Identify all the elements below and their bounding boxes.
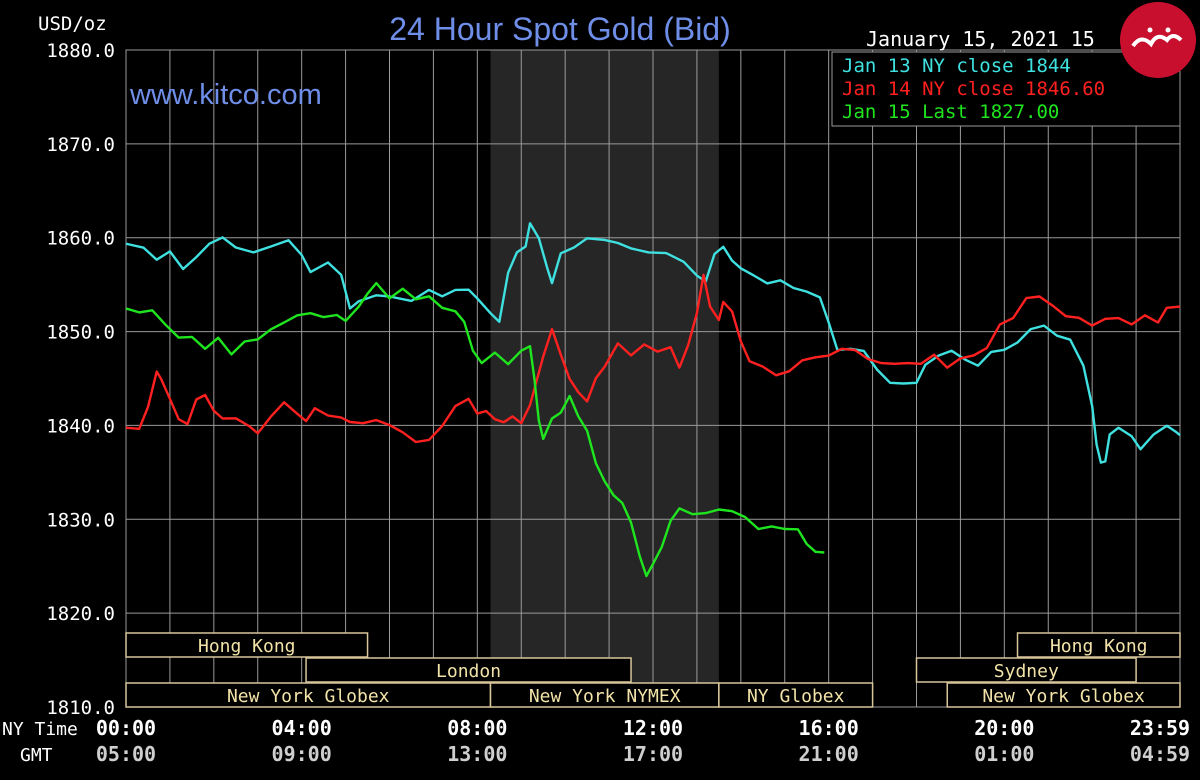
logo-dot bbox=[1165, 27, 1171, 33]
gmt-tick-label: 01:00 bbox=[974, 742, 1034, 766]
session-bar bbox=[489, 682, 720, 708]
session-bars-layer: Hong Kong London New York Globex New York N… bbox=[125, 632, 1181, 708]
session-label: Sydney bbox=[994, 661, 1059, 682]
nymex-shade-band bbox=[490, 50, 719, 707]
ny-time-tick-label: 23:59 bbox=[1130, 716, 1190, 740]
gmt-tick-label: 13:00 bbox=[447, 742, 507, 766]
session-bar bbox=[915, 657, 1137, 683]
legend-box bbox=[831, 51, 1181, 127]
session-label: Hong Kong bbox=[1050, 636, 1148, 657]
session-label: NY Globex bbox=[747, 686, 845, 707]
y-tick-label: 1810.0 bbox=[46, 697, 115, 719]
session-bar bbox=[125, 632, 369, 658]
gmt-tick-label: 05:00 bbox=[96, 742, 156, 766]
ny-time-tick-label: 00:00 bbox=[96, 716, 156, 740]
y-axis-unit-label: USD/oz bbox=[38, 13, 107, 35]
site-logo bbox=[1120, 2, 1196, 78]
series-line-jan13 bbox=[125, 222, 1181, 464]
watermark-url: www.kitco.com bbox=[129, 79, 322, 111]
gmt-axis-label: GMT bbox=[20, 745, 53, 766]
session-bar bbox=[946, 682, 1181, 708]
series-layer bbox=[125, 222, 1181, 578]
session-label: Hong Kong bbox=[198, 636, 296, 657]
session-bar bbox=[1016, 632, 1181, 658]
session-bar bbox=[305, 657, 632, 683]
session-bar bbox=[125, 682, 492, 708]
gmt-tick-label: 21:00 bbox=[799, 742, 859, 766]
ny-time-tick-label: 04:00 bbox=[272, 716, 332, 740]
legend-entry-jan15: Jan 15 Last 1827.00 bbox=[842, 101, 1059, 123]
legend-entry-jan13: Jan 13 NY close 1844 bbox=[842, 55, 1071, 77]
ny-time-axis-label: NY Time bbox=[2, 719, 78, 740]
session-label: New York Globex bbox=[982, 686, 1145, 707]
y-tick-label: 1850.0 bbox=[46, 322, 115, 344]
ny-time-tick-label: 12:00 bbox=[623, 716, 683, 740]
gmt-tick-label: 04:59 bbox=[1130, 742, 1190, 766]
y-tick-label: 1880.0 bbox=[46, 40, 115, 62]
axis-labels-layer: 1880.0 1870.0 1860.0 1850.0 1840.0 1830.0 1820… bbox=[2, 40, 1190, 766]
date-label: January 15, 2021 15 bbox=[866, 27, 1095, 51]
legend-entry-jan14: Jan 14 NY close 1846.60 bbox=[842, 78, 1105, 100]
chart-title: 24 Hour Spot Gold (Bid) bbox=[389, 11, 731, 47]
y-tick-label: 1870.0 bbox=[46, 134, 115, 156]
y-tick-label: 1830.0 bbox=[46, 509, 115, 531]
logo-dot bbox=[1147, 27, 1153, 33]
gmt-tick-label: 17:00 bbox=[623, 742, 683, 766]
trading-shade-layer bbox=[490, 50, 719, 707]
session-label: New York NYMEX bbox=[529, 686, 681, 707]
ny-time-tick-label: 20:00 bbox=[974, 716, 1034, 740]
ny-time-tick-label: 16:00 bbox=[799, 716, 859, 740]
y-tick-label: 1840.0 bbox=[46, 415, 115, 437]
grid-layer bbox=[125, 49, 1181, 708]
y-tick-label: 1860.0 bbox=[46, 228, 115, 250]
session-bar bbox=[718, 682, 874, 708]
logo-badge bbox=[1120, 2, 1196, 78]
session-label: London bbox=[436, 661, 501, 682]
gmt-tick-label: 09:00 bbox=[272, 742, 332, 766]
session-label: New York Globex bbox=[227, 686, 390, 707]
y-tick-label: 1820.0 bbox=[46, 603, 115, 625]
logo-script-mark bbox=[1131, 34, 1183, 48]
ny-time-tick-label: 08:00 bbox=[447, 716, 507, 740]
series-line-jan14 bbox=[125, 273, 1181, 444]
series-line-jan15 bbox=[125, 281, 825, 578]
